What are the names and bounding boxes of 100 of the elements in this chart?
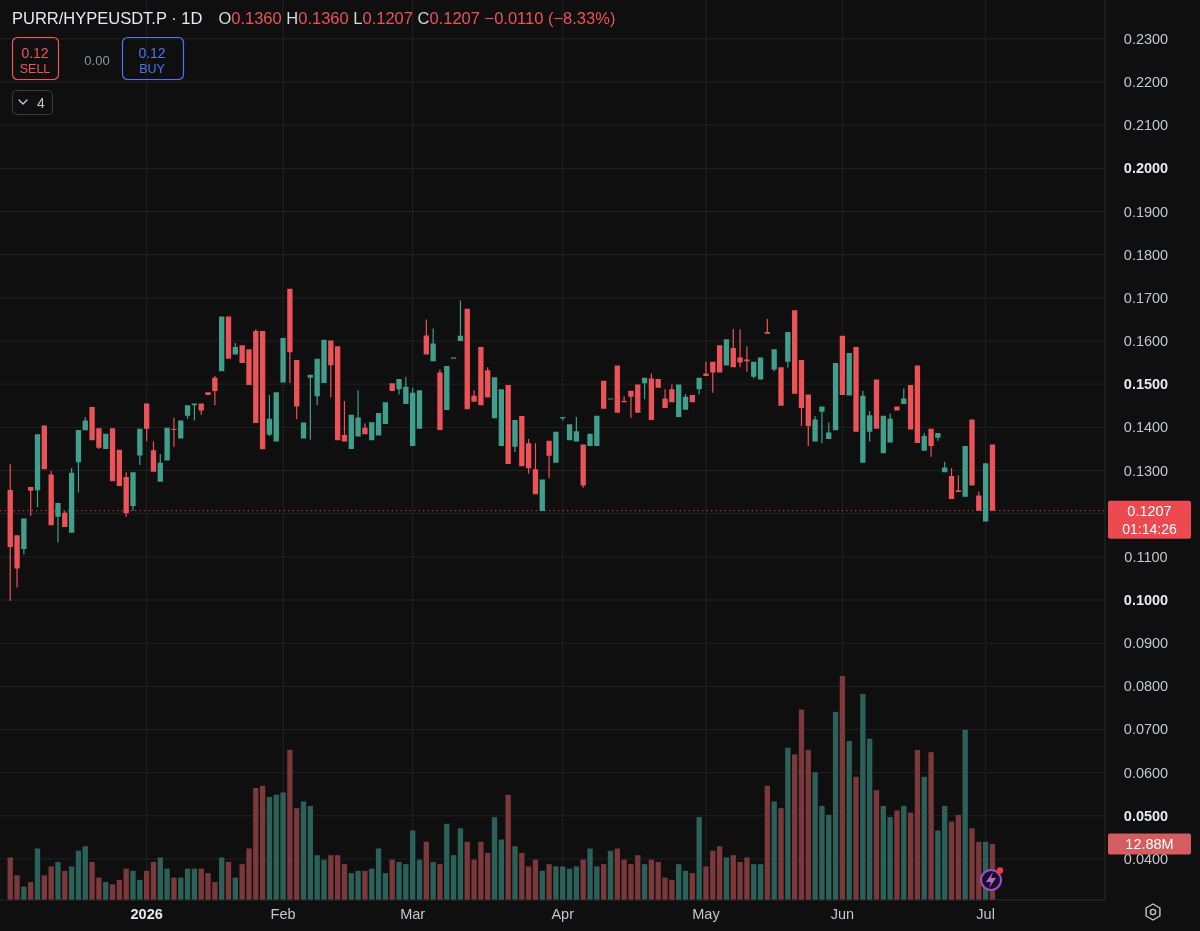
bar — [716, 846, 723, 900]
x-tick-label: May — [692, 906, 721, 922]
candlestick — [812, 416, 818, 442]
candlestick — [512, 420, 518, 452]
y-tick-label: 0.2300 — [1123, 30, 1169, 47]
candlestick — [546, 440, 552, 479]
bar — [444, 823, 450, 900]
bar — [123, 868, 129, 900]
bar — [62, 870, 68, 900]
y-tick-label: 0.1700 — [1123, 289, 1169, 306]
bar — [757, 864, 764, 900]
candlestick — [437, 369, 443, 430]
bar — [341, 864, 348, 900]
y-tick-label: 0.0800 — [1123, 678, 1169, 695]
y-tick-label: 0.0400 — [1123, 850, 1169, 867]
y-tick-label: 0.0900 — [1123, 635, 1169, 652]
annotation: 0.12 — [138, 45, 166, 61]
bar — [580, 859, 586, 900]
bar — [266, 796, 273, 900]
bar — [457, 828, 464, 900]
x-tick-label: Jun — [830, 906, 855, 922]
bar — [191, 868, 198, 900]
bar — [109, 884, 116, 900]
y-tick-label: 0.0700 — [1123, 721, 1169, 738]
bar — [505, 794, 511, 900]
bar — [921, 776, 927, 900]
bar — [641, 864, 648, 900]
bar — [955, 814, 962, 900]
bar — [873, 790, 880, 900]
bar — [566, 868, 573, 900]
bar — [334, 855, 341, 900]
y-tick-label: 0.0500 — [1123, 807, 1169, 824]
bar — [648, 859, 655, 900]
bar — [300, 801, 307, 900]
bar — [225, 861, 232, 900]
bar — [607, 850, 614, 900]
bar — [723, 857, 730, 900]
annotation: BUY — [139, 62, 166, 76]
bar — [689, 873, 695, 900]
bar — [498, 839, 504, 900]
annotation: 0.12 — [21, 45, 49, 61]
bar — [519, 852, 525, 900]
annotation: 0.00 — [84, 52, 110, 68]
y-tick-label: 0.2200 — [1123, 74, 1169, 91]
bar — [948, 821, 955, 900]
bar — [68, 866, 75, 900]
bar — [259, 785, 266, 900]
y-tick-label: 0.1000 — [1123, 592, 1169, 608]
bar — [491, 817, 498, 900]
candlestick — [819, 406, 825, 444]
y-tick-label: 0.1400 — [1123, 419, 1169, 436]
candlestick — [969, 419, 975, 486]
bar — [416, 859, 423, 900]
bar — [785, 747, 791, 900]
bar — [430, 861, 436, 900]
bar — [375, 848, 382, 900]
bar — [150, 861, 157, 900]
annotation: SELL — [19, 62, 51, 76]
bar — [751, 864, 757, 900]
bar — [962, 729, 968, 900]
y-tick-label: 0.1800 — [1123, 246, 1169, 263]
ref-line-label: 0.1207 — [1127, 502, 1172, 519]
text: 01:14:26 — [1122, 520, 1177, 537]
y-tick-label: 0.2100 — [1123, 117, 1169, 134]
x-tick-label: Feb — [270, 906, 296, 922]
bar — [34, 848, 41, 900]
bar — [450, 855, 457, 900]
bar — [791, 754, 798, 900]
bar — [328, 855, 334, 900]
text: PURR/HYPEUSDT.P · 1D — [12, 9, 203, 27]
x-tick-label: Apr — [551, 906, 575, 922]
candlestick — [553, 431, 559, 463]
bar — [778, 808, 784, 900]
bar — [362, 870, 368, 900]
bar — [219, 857, 225, 900]
candlestick — [55, 502, 61, 543]
y-tick-label: 0.1300 — [1123, 462, 1169, 479]
bar — [143, 870, 150, 900]
candlestick — [280, 337, 286, 383]
bar — [928, 752, 934, 900]
bar — [798, 709, 805, 900]
candlestick — [778, 367, 784, 406]
bar — [423, 841, 429, 900]
candlestick — [287, 288, 293, 383]
bar — [184, 868, 191, 900]
y-tick-label: 0.0600 — [1123, 764, 1169, 781]
bar — [512, 846, 518, 900]
bar — [901, 805, 907, 900]
bar — [696, 817, 702, 900]
candlestick — [164, 427, 170, 461]
candlestick — [703, 361, 709, 376]
bar — [75, 850, 82, 900]
y-tick-label: 0.1600 — [1123, 333, 1169, 350]
bar — [532, 859, 539, 900]
y-tick-label: 0.1100 — [1124, 548, 1168, 565]
bar — [771, 801, 777, 900]
candlestick — [205, 392, 211, 395]
candlestick — [362, 423, 368, 435]
bar — [382, 873, 389, 900]
candlestick — [853, 347, 859, 432]
